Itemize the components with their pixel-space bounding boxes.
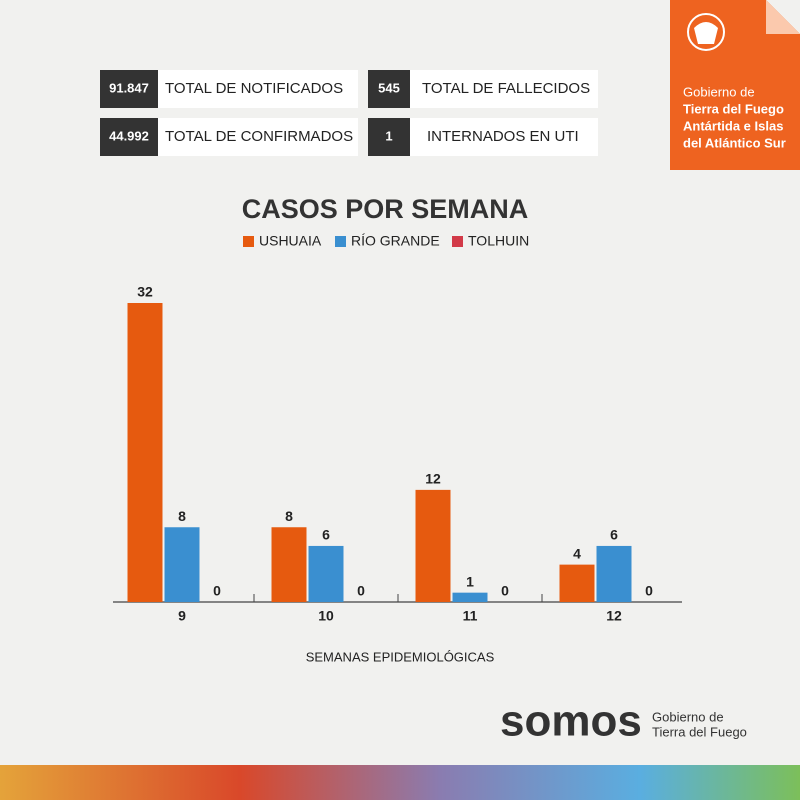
brand: somos bbox=[500, 697, 642, 746]
stat-value: 91.847 bbox=[109, 80, 149, 95]
stat-value-box bbox=[100, 70, 158, 108]
bar bbox=[127, 303, 163, 602]
badge-line: Gobierno de bbox=[683, 84, 755, 99]
badge-line: del Atlántico Sur bbox=[683, 135, 786, 150]
legend-label: USHUAIA bbox=[259, 233, 322, 249]
legend-label: TOLHUIN bbox=[468, 233, 529, 249]
x-tick-label: 9 bbox=[178, 608, 186, 624]
value-label: 1 bbox=[466, 573, 474, 589]
stat-label: TOTAL DE NOTIFICADOS bbox=[165, 80, 343, 97]
value-label: 6 bbox=[322, 527, 330, 543]
footer-line: Tierra del Fuego bbox=[652, 724, 747, 739]
bar bbox=[164, 527, 200, 602]
footer-line: Gobierno de bbox=[652, 709, 724, 724]
x-tick-label: 10 bbox=[318, 608, 334, 624]
badge-line: Tierra del Fuego bbox=[683, 101, 784, 116]
x-axis-label: SEMANAS EPIDEMIOLÓGICAS bbox=[306, 649, 495, 664]
bar bbox=[559, 564, 595, 602]
stat-label: TOTAL DE CONFIRMADOS bbox=[165, 128, 353, 145]
legend-swatch bbox=[335, 236, 346, 247]
bar bbox=[596, 545, 632, 602]
bar bbox=[452, 592, 488, 602]
bar bbox=[308, 545, 344, 602]
badge-emblem-shape bbox=[694, 22, 718, 44]
x-tick-label: 11 bbox=[463, 608, 478, 624]
value-label: 8 bbox=[178, 508, 186, 524]
stat-value: 44.992 bbox=[109, 128, 149, 143]
bar bbox=[271, 527, 307, 602]
value-label: 4 bbox=[573, 545, 581, 561]
stat-value: 1 bbox=[385, 128, 392, 143]
value-label: 6 bbox=[610, 527, 618, 543]
badge-emblem bbox=[687, 13, 725, 51]
stat-label: INTERNADOS EN UTI bbox=[427, 128, 579, 145]
badge-fold-shade bbox=[766, 0, 800, 34]
legend-swatch bbox=[243, 236, 254, 247]
color-stripe bbox=[0, 765, 800, 800]
stat-label: TOTAL DE FALLECIDOS bbox=[422, 80, 590, 97]
value-label: 0 bbox=[357, 583, 365, 599]
legend-label: RÍO GRANDE bbox=[351, 233, 440, 249]
chart-title: CASOS POR SEMANA bbox=[242, 194, 529, 224]
stat-value-box bbox=[100, 118, 158, 156]
stat-value: 545 bbox=[378, 80, 400, 95]
badge-line: Antártida e Islas bbox=[683, 118, 783, 133]
stat-value-box bbox=[368, 70, 410, 108]
value-label: 0 bbox=[501, 583, 509, 599]
value-label: 0 bbox=[213, 583, 221, 599]
value-label: 12 bbox=[425, 471, 441, 487]
value-label: 8 bbox=[285, 508, 293, 524]
value-label: 0 bbox=[645, 583, 653, 599]
legend-swatch bbox=[452, 236, 463, 247]
stat-value-box bbox=[368, 118, 410, 156]
x-tick-label: 12 bbox=[606, 608, 622, 624]
bar bbox=[415, 489, 451, 602]
value-label: 32 bbox=[137, 284, 153, 300]
